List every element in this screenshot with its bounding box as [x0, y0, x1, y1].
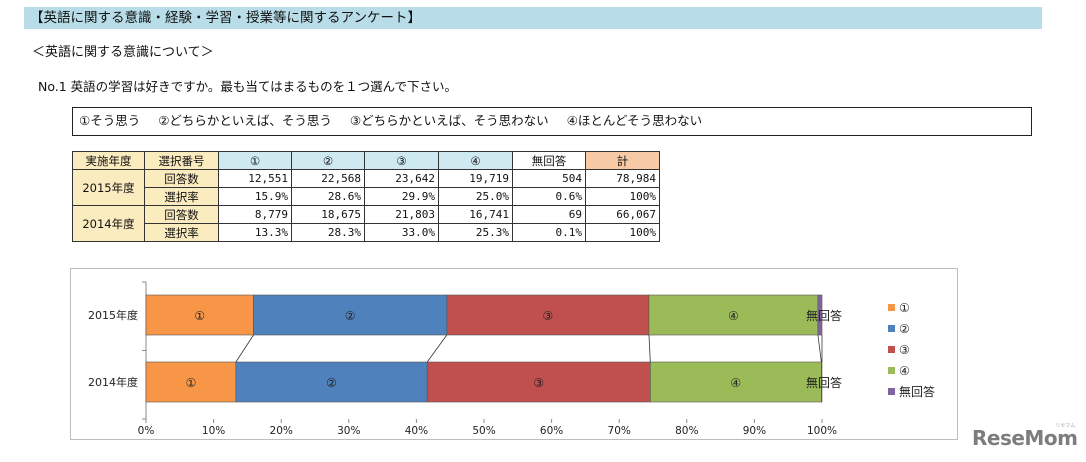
- legend-label: ②: [899, 322, 910, 336]
- cell: 0.6%: [512, 187, 586, 206]
- option-2: ②どちらかといえば、そう思う: [158, 113, 332, 128]
- cell: 25.3%: [438, 223, 513, 242]
- legend-label: ①: [899, 301, 910, 315]
- results-table: 実施年度 選択番号 ① ② ③ ④ 無回答 計 2015年度 回答数 12,55…: [72, 151, 660, 242]
- option-4: ④ほとんどそう思わない: [566, 113, 703, 128]
- x-tick-label: 90%: [743, 425, 766, 437]
- section-title: ＜英語に関する意識について＞: [32, 45, 214, 60]
- bar-data-label: ④: [730, 376, 741, 390]
- table-header-row: 実施年度 選択番号 ① ② ③ ④ 無回答 計: [72, 151, 660, 170]
- x-tick-label: 0%: [138, 425, 155, 437]
- row-kind: 選択率: [144, 223, 219, 242]
- logo-text: ReseMom: [972, 426, 1078, 450]
- legend-swatch: [888, 325, 895, 332]
- bar-segment: [446, 294, 650, 336]
- col-header-opt3: ③: [364, 151, 439, 170]
- bar-segment: [649, 361, 822, 403]
- legend-swatch: [888, 388, 895, 395]
- row-year: 2014年度: [72, 205, 145, 242]
- series-line: [817, 334, 822, 363]
- bar-segment: [426, 361, 651, 403]
- bar-data-label: ④: [728, 309, 739, 323]
- resemom-logo: ReseMom リセマム: [972, 423, 1078, 450]
- col-header-opt1: ①: [218, 151, 292, 170]
- row-year: 2015年度: [72, 169, 145, 206]
- cell: 15.9%: [218, 187, 292, 206]
- legend-label: ④: [899, 364, 910, 378]
- bar-segment: [235, 361, 428, 403]
- x-tick-label: 60%: [540, 425, 563, 437]
- legend-label: 無回答: [899, 384, 935, 399]
- series-line: [648, 334, 651, 363]
- bar-segment: [145, 294, 254, 336]
- bar-data-label: 無回答: [806, 375, 842, 390]
- cell: 18,675: [291, 205, 365, 224]
- cell: 28.6%: [291, 187, 365, 206]
- chart-frame: [70, 268, 958, 440]
- x-tick-label: 80%: [675, 425, 698, 437]
- x-tick-label: 30%: [337, 425, 360, 437]
- bar-data-label: ①: [186, 376, 197, 390]
- category-label: 2015年度: [88, 308, 138, 322]
- logo-kana: リセマム: [1055, 423, 1076, 429]
- page-title: 【英語に関する意識・経験・学習・授業等に関するアンケート】: [30, 10, 421, 26]
- options-box: ①そう思う ②どちらかといえば、そう思う ③どちらかといえば、そう思わない ④ほ…: [72, 107, 1032, 136]
- question-text: No.1 英語の学習は好きですか。最も当てはまるものを１つ選んで下さい。: [38, 79, 458, 94]
- x-tick-label: 100%: [807, 425, 837, 437]
- x-tick-label: 20%: [270, 425, 293, 437]
- option-3: ③どちらかといえば、そう思わない: [349, 113, 549, 128]
- legend-swatch: [888, 367, 895, 374]
- bar-segment: [817, 294, 823, 336]
- category-label: 2014年度: [88, 375, 138, 389]
- legend-swatch: [888, 346, 895, 353]
- option-1: ①そう思う: [79, 113, 141, 128]
- table-row: 2015年度 回答数 12,551 22,568 23,642 19,719 5…: [72, 169, 660, 206]
- bar-segment: [253, 294, 448, 336]
- bar-data-label: ③: [533, 376, 544, 390]
- bar-data-label: ②: [326, 376, 337, 390]
- x-tick-label: 70%: [608, 425, 631, 437]
- cell: 16,741: [438, 205, 513, 224]
- series-line: [235, 334, 254, 363]
- series-line: [426, 334, 448, 363]
- bar-data-label: ③: [542, 309, 553, 323]
- cell: 66,067: [585, 205, 660, 224]
- cell: 100%: [585, 223, 660, 242]
- cell: 22,568: [291, 169, 365, 188]
- table-row: 2014年度 回答数 8,779 18,675 21,803 16,741 69…: [72, 205, 660, 242]
- page-title-bar: 【英語に関する意識・経験・学習・授業等に関するアンケート】: [24, 7, 1042, 29]
- bar-segment: [145, 361, 237, 403]
- bar-data-label: ②: [345, 309, 356, 323]
- x-tick-label: 10%: [202, 425, 225, 437]
- col-header-year: 実施年度: [72, 151, 145, 170]
- col-header-type: 選択番号: [144, 151, 219, 170]
- bar-data-label: 無回答: [806, 308, 842, 323]
- bar-data-label: ①: [194, 309, 205, 323]
- col-header-noanswer: 無回答: [512, 151, 586, 170]
- col-header-opt2: ②: [291, 151, 365, 170]
- legend-label: ③: [899, 343, 910, 357]
- legend-swatch: [888, 304, 895, 311]
- table-row: 選択率 13.3% 28.3% 33.0% 25.3% 0.1% 100%: [73, 223, 660, 242]
- x-tick-label: 50%: [472, 425, 495, 437]
- x-tick-label: 40%: [405, 425, 428, 437]
- cell: 28.3%: [291, 223, 365, 242]
